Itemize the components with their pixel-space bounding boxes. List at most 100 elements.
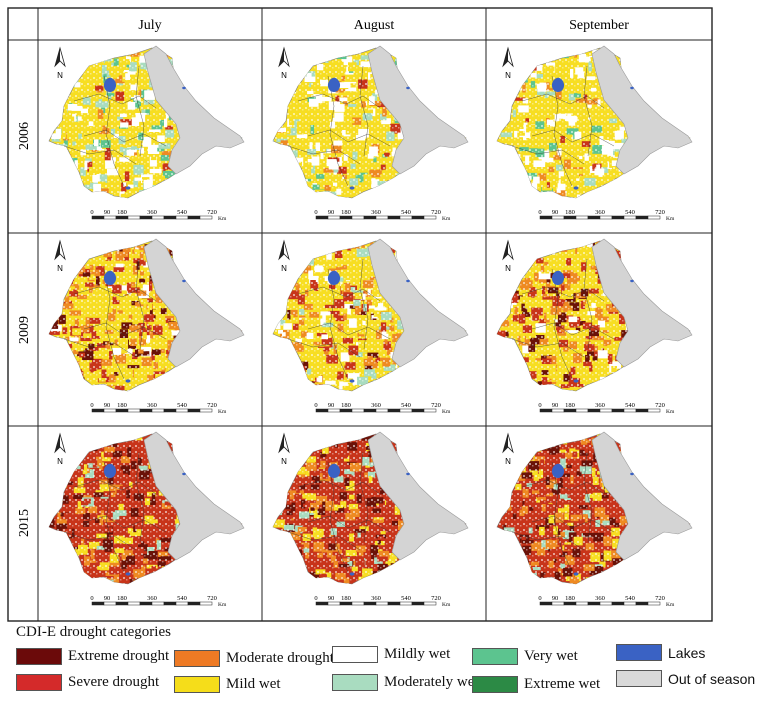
scale-bar-segment: [423, 408, 437, 413]
lake-east: [182, 86, 186, 90]
scale-bar-segment: [611, 601, 625, 606]
out-of-season-area: [143, 431, 245, 561]
regional-boundary: [287, 338, 361, 358]
lake-tana: [551, 270, 565, 285]
north-arrow-icon: N: [502, 46, 514, 80]
scale-bar-segment: [635, 408, 649, 413]
scale-bar-tick-label: 90: [104, 209, 111, 216]
scale-bar-tick-label: 360: [595, 595, 605, 602]
country-map: [48, 431, 245, 585]
regional-boundary: [531, 129, 615, 147]
scale-bar-segment: [363, 408, 377, 413]
scale-bar-tick-label: 540: [177, 209, 187, 216]
regional-boundary: [521, 93, 605, 109]
scale-bar-segment: [551, 215, 565, 220]
scale-bar-segment: [127, 215, 141, 220]
scale-bar-tick-label: 180: [117, 595, 127, 602]
column-header-july: July: [138, 18, 161, 33]
regional-boundary: [307, 129, 391, 147]
scale-bar-tick-label: 180: [341, 595, 351, 602]
lake-south: [125, 379, 131, 383]
north-label: N: [281, 71, 287, 80]
scale-bar-tick-label: 0: [538, 595, 541, 602]
scale-bar-segment: [611, 215, 625, 220]
scale-bar-segment: [103, 408, 117, 413]
lake-tana: [103, 77, 117, 92]
scale-bar-segment: [363, 215, 377, 220]
regional-boundary: [327, 268, 349, 380]
north-arrow-icon: N: [502, 239, 514, 273]
scale-bar-tick-label: 720: [207, 209, 217, 216]
lake-tana: [551, 463, 565, 478]
regional-boundary: [135, 258, 145, 350]
regional-boundary: [327, 75, 349, 187]
country-map: [48, 238, 245, 392]
scale-bar-segment: [327, 215, 341, 220]
lake-south: [573, 379, 579, 383]
lake-south: [573, 572, 579, 576]
scale-bar-unit: Km: [218, 216, 227, 222]
scale-bar-segment: [375, 601, 389, 606]
scale-bar-segment: [563, 215, 577, 220]
regional-boundary: [583, 65, 593, 157]
scale-bar-segment: [115, 408, 129, 413]
scale-bar-segment: [351, 408, 365, 413]
scale-bar-tick-label: 90: [104, 595, 111, 602]
regional-boundary: [83, 515, 167, 533]
legend: CDI-E drought categories Extreme drought…: [14, 622, 756, 700]
regional-boundary: [73, 93, 157, 109]
regional-boundary: [63, 531, 137, 551]
scale-bar-tick-label: 180: [341, 402, 351, 409]
scale-bar-tick-label: 360: [147, 595, 157, 602]
scale-bar-segment: [315, 601, 329, 606]
scale-bar-tick-label: 90: [552, 595, 559, 602]
lake-south: [349, 572, 355, 576]
north-label: N: [505, 457, 511, 466]
scale-bar-segment: [539, 215, 553, 220]
lake-tana: [327, 463, 341, 478]
legend-label-lakes: Lakes: [668, 644, 706, 661]
scale-bar-segment: [103, 601, 117, 606]
scale-bar-segment: [351, 601, 365, 606]
lake-south: [349, 379, 355, 383]
scale-bar-segment: [199, 215, 213, 220]
legend-swatch-extreme-wet: [472, 676, 518, 693]
scale-bar-segment: [411, 408, 425, 413]
north-label: N: [57, 71, 63, 80]
scale-bar-segment: [575, 215, 589, 220]
scale-bar-segment: [327, 601, 341, 606]
regional-boundary: [83, 322, 167, 340]
scale-bar-segment: [599, 601, 613, 606]
scale-bar-tick-label: 90: [328, 209, 335, 216]
scale-bar-unit: Km: [666, 602, 675, 608]
scale-bar-segment: [399, 601, 413, 606]
scale-bar-segment: [187, 408, 201, 413]
scale-bar-segment: [91, 215, 105, 220]
scale-bar-tick-label: 540: [177, 595, 187, 602]
legend-label-out-of-season: Out of season: [668, 670, 756, 687]
out-of-season-area: [591, 45, 693, 175]
scale-bar-tick-label: 360: [595, 402, 605, 409]
scale-bar-unit: Km: [666, 216, 675, 222]
scale-bar-segment: [375, 215, 389, 220]
regional-boundary: [297, 286, 381, 302]
scale-bar-segment: [151, 601, 165, 606]
lake-east: [630, 279, 634, 283]
legend-item-mild-wet: Mild wet: [174, 676, 281, 693]
regional-boundary: [83, 129, 167, 147]
regional-boundary: [583, 258, 593, 350]
regional-boundary: [103, 461, 125, 573]
scale-bar-segment: [611, 408, 625, 413]
scale-bar-tick-label: 360: [147, 209, 157, 216]
scale-bar-tick-label: 0: [90, 402, 93, 409]
legend-label-severe-drought: Severe drought: [68, 674, 160, 690]
scale-bar-tick-label: 90: [552, 209, 559, 216]
regional-boundary: [531, 515, 615, 533]
out-of-season-area: [143, 45, 245, 175]
